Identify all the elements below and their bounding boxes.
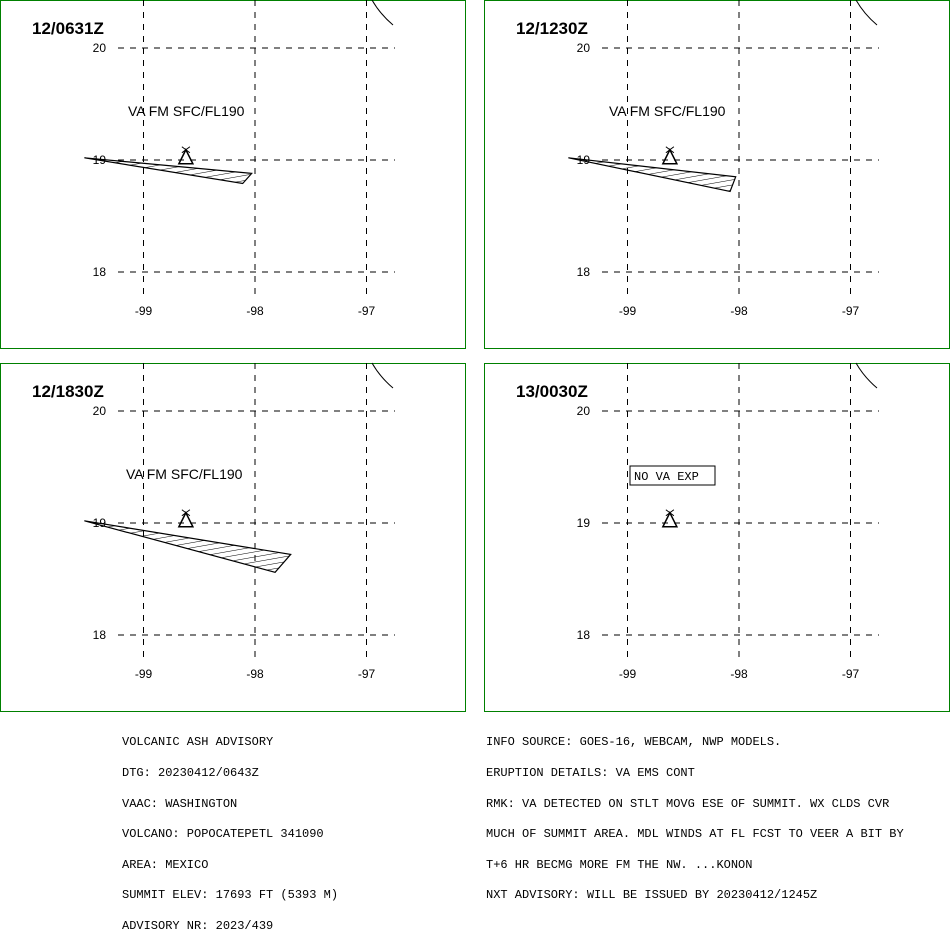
advisory-line: SUMMIT ELEV: 17693 FT (5393 M) bbox=[122, 888, 339, 903]
valid-time-label: 13/0030Z bbox=[516, 382, 588, 401]
lat-label: 19 bbox=[577, 516, 591, 530]
volcano-icon bbox=[177, 511, 195, 528]
volcano-icon bbox=[661, 148, 679, 165]
lon-label: -98 bbox=[246, 667, 264, 681]
lon-label: -97 bbox=[358, 667, 376, 681]
lon-label: -98 bbox=[246, 304, 264, 318]
ash-level-label: VA FM SFC/FL190 bbox=[128, 103, 245, 119]
lon-label: -99 bbox=[619, 667, 637, 681]
advisory-line: VAAC: WASHINGTON bbox=[122, 796, 238, 811]
lat-label: 18 bbox=[577, 265, 591, 279]
eruption-marker bbox=[665, 509, 675, 517]
lat-label: 18 bbox=[577, 628, 591, 642]
advisory-line: AREA: MEXICO bbox=[122, 857, 209, 872]
ash-cloud-polygon bbox=[84, 157, 253, 185]
lat-label: 18 bbox=[93, 265, 107, 279]
coastline bbox=[855, 0, 878, 26]
ash-cloud-polygon bbox=[84, 520, 292, 573]
lat-label: 18 bbox=[93, 628, 107, 642]
advisory-line: ADVISORY NR: 2023/439 bbox=[122, 918, 274, 933]
ash-level-label: VA FM SFC/FL190 bbox=[609, 103, 726, 119]
advisory-left-text: VOLCANIC ASH ADVISORY DTG: 20230412/0643… bbox=[122, 717, 338, 941]
lon-label: -97 bbox=[842, 304, 860, 318]
panel-border bbox=[0, 0, 466, 349]
advisory-line: VOLCANIC ASH ADVISORY bbox=[122, 735, 274, 750]
ash-cloud-polygon bbox=[568, 157, 737, 193]
valid-time-label: 12/0631Z bbox=[32, 19, 104, 38]
lon-label: -99 bbox=[619, 304, 637, 318]
ash-level-label: VA FM SFC/FL190 bbox=[126, 466, 243, 482]
advisory-line: INFO SOURCE: GOES-16, WEBCAM, NWP MODELS… bbox=[486, 735, 782, 750]
lon-label: -98 bbox=[730, 667, 748, 681]
advisory-line: ERUPTION DETAILS: VA EMS CONT bbox=[486, 766, 695, 780]
advisory-line: RMK: VA DETECTED ON STLT MOVG ESE OF SUM… bbox=[486, 796, 890, 811]
map-panel: 20 19 18 -99 -98 -97 13/0030Z NO VA EXP bbox=[484, 362, 950, 712]
coastline bbox=[855, 362, 878, 389]
eruption-marker bbox=[181, 146, 191, 154]
eruption-marker bbox=[181, 509, 191, 517]
va-advisory-map: 20 19 18 -99 -98 -97 12/0631Z VA FM SFC/FL190 20… bbox=[0, 0, 950, 712]
no-va-box bbox=[629, 465, 716, 486]
lat-label: 20 bbox=[577, 41, 591, 55]
lat-label: 20 bbox=[93, 41, 107, 55]
no-va-label: NO VA EXP bbox=[634, 470, 699, 484]
advisory-line: MUCH OF SUMMIT AREA. MDL WINDS AT FL FCS… bbox=[486, 827, 904, 842]
valid-time-label: 12/1230Z bbox=[516, 19, 588, 38]
volcano-icon bbox=[177, 148, 195, 165]
lon-label: -97 bbox=[358, 304, 376, 318]
volcano-icon bbox=[661, 511, 679, 528]
lon-label: -98 bbox=[730, 304, 748, 318]
eruption-marker bbox=[665, 146, 675, 154]
advisory-right-text: INFO SOURCE: GOES-16, WEBCAM, NWP MODELS… bbox=[486, 717, 904, 911]
advisory-line: NXT ADVISORY: WILL BE ISSUED BY 20230412… bbox=[486, 888, 818, 903]
panel-border bbox=[484, 363, 950, 712]
lat-label: 20 bbox=[577, 404, 591, 418]
panel-border bbox=[0, 363, 466, 712]
coastline bbox=[371, 0, 394, 26]
advisory-line: DTG: 20230412/0643Z bbox=[122, 766, 259, 780]
lon-label: -99 bbox=[135, 667, 153, 681]
advisory-line: VOLCANO: POPOCATEPETL 341090 bbox=[122, 827, 324, 842]
advisory-line: T+6 HR BECMG MORE FM THE NW. ...KONON bbox=[486, 857, 753, 872]
lat-label: 20 bbox=[93, 404, 107, 418]
lon-label: -99 bbox=[135, 304, 153, 318]
valid-time-label: 12/1830Z bbox=[32, 382, 104, 401]
coastline bbox=[371, 362, 394, 389]
lon-label: -97 bbox=[842, 667, 860, 681]
